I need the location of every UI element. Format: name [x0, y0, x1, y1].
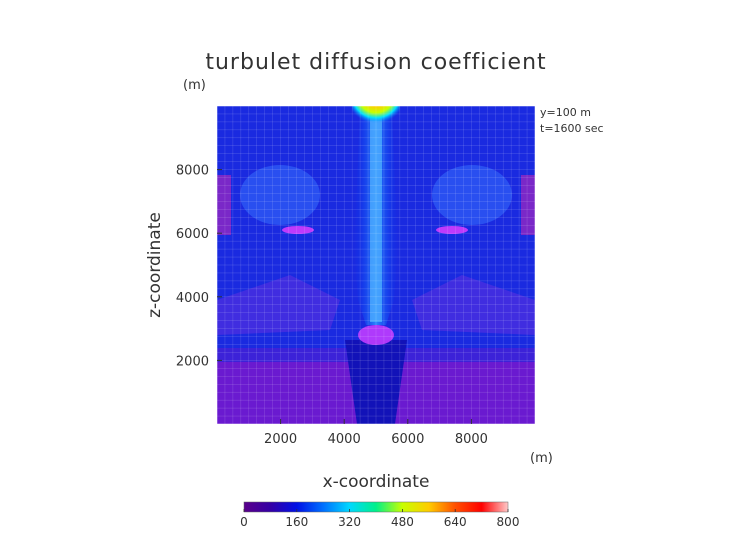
colorbar-tick-label: 480 [391, 515, 414, 529]
y-axis-label: z-coordinate [145, 212, 165, 318]
x-tick-label: 4000 [328, 432, 361, 447]
annotation-y: y=100 m [540, 106, 591, 119]
left-swirl [240, 165, 320, 225]
central-channel [345, 340, 407, 424]
x-tick-label: 2000 [264, 432, 297, 447]
colorbar-ticks: 0 160 320 480 640 800 [240, 509, 519, 529]
left-edge-patch [217, 175, 231, 235]
colorbar-tick-label: 800 [497, 515, 520, 529]
x-axis: 2000 4000 6000 8000 [264, 419, 488, 447]
x-unit-label: (m) [530, 451, 553, 466]
y-axis: 2000 4000 6000 8000 [176, 164, 222, 369]
right-mid-band [412, 275, 535, 335]
colorbar-tick-label: 160 [285, 515, 308, 529]
grid-lines [217, 106, 535, 424]
plot-frame [216, 105, 536, 425]
heatmap-field [217, 106, 535, 424]
x-axis-label: x-coordinate [323, 472, 430, 492]
left-mid-band [217, 275, 340, 335]
right-edge-patch [521, 175, 535, 235]
plume-base-blob [358, 325, 394, 345]
colorbar-tick-label: 640 [444, 515, 467, 529]
colorbar [243, 501, 509, 513]
y-tick-label: 2000 [176, 354, 209, 369]
right-hot-spot [436, 226, 468, 234]
annotation-t: t=1600 sec [540, 122, 604, 135]
right-swirl [432, 165, 512, 225]
y-tick-label: 6000 [176, 227, 209, 242]
y-unit-label: (m) [183, 78, 206, 93]
left-hot-spot [282, 226, 314, 234]
x-tick-label: 8000 [455, 432, 488, 447]
plume-core [370, 112, 382, 322]
colorbar-tick-label: 320 [338, 515, 361, 529]
y-tick-label: 8000 [176, 164, 209, 179]
chart-title: turbulet diffusion coefficient [205, 50, 546, 75]
top-source [352, 106, 400, 132]
y-tick-label: 4000 [176, 291, 209, 306]
colorbar-tick-label: 0 [240, 515, 248, 529]
x-tick-label: 6000 [391, 432, 424, 447]
